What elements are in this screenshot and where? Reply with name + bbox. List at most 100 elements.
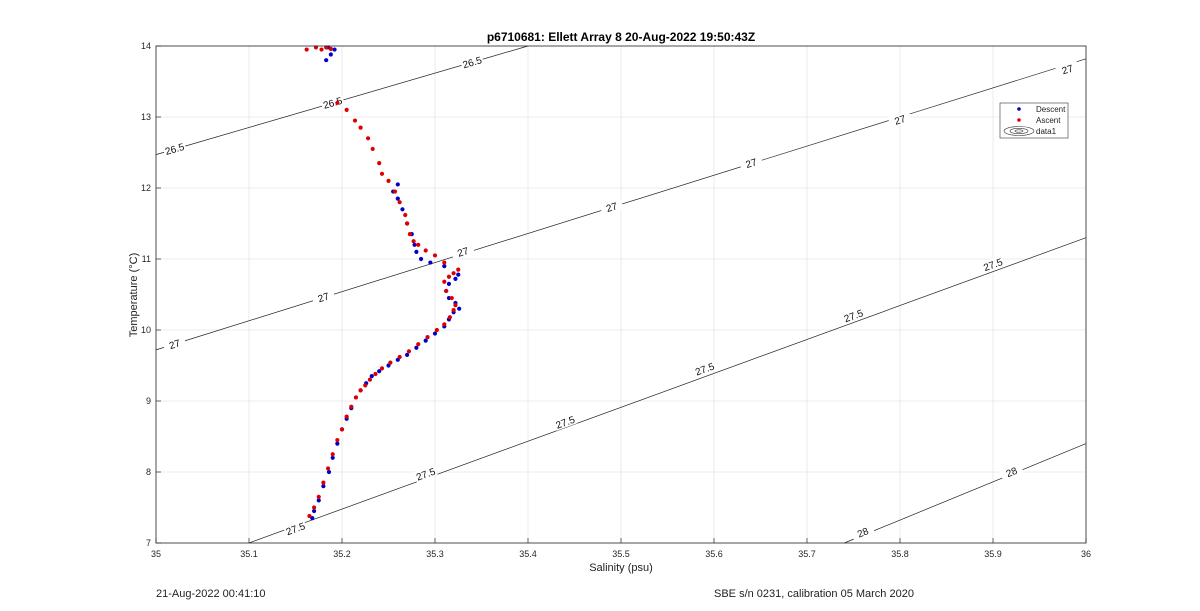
contour-label-text: 27	[605, 201, 619, 215]
descent-point	[332, 47, 337, 52]
ascent-point	[397, 354, 402, 360]
contour-label-background	[283, 519, 308, 538]
ascent-point	[335, 437, 340, 443]
ascent-point	[379, 171, 385, 176]
contour-label-text: 26.5	[164, 142, 186, 158]
x-tick-label: 36	[1081, 549, 1091, 559]
ascent-point	[425, 335, 430, 340]
descent-point	[405, 352, 410, 357]
legend-data1-contour-icon	[1003, 126, 1035, 136]
contour-label-text: 27	[317, 291, 331, 305]
ascent-point	[442, 322, 447, 327]
descent-point	[456, 272, 461, 277]
descent-point	[395, 182, 400, 187]
descent-point	[321, 484, 326, 489]
descent-point	[428, 260, 433, 265]
contour-label: 27	[599, 198, 624, 216]
y-tick-label: 14	[141, 41, 151, 51]
ascent-point	[319, 47, 324, 52]
ascent-point	[447, 315, 452, 320]
ascent-point	[365, 136, 371, 141]
ascent-point	[328, 46, 333, 51]
descent-point	[324, 58, 329, 63]
ascent-point	[312, 505, 317, 510]
contour-label-text: 27	[745, 157, 759, 171]
descent-point	[377, 369, 382, 374]
x-axis-label: Salinity (psu)	[589, 562, 653, 574]
density-contours: 26.526.526.52727272727272727.527.527.527…	[155, 45, 1087, 544]
descent-point	[453, 276, 458, 281]
contour-label-background	[459, 53, 485, 71]
contour-label-background	[162, 140, 187, 157]
ascent-point	[411, 239, 416, 244]
descent-point	[330, 455, 335, 460]
legend-data1-label: data1	[1036, 127, 1057, 136]
contour-label-background	[450, 242, 475, 260]
contour-label-background	[887, 110, 912, 128]
ascent-point	[397, 200, 402, 205]
contour-label-background	[980, 255, 1006, 274]
chart-title: p6710681: Ellett Array 8 20-Aug-2022 19:…	[487, 30, 755, 44]
ascent-point	[373, 371, 378, 377]
descent-point	[412, 242, 417, 247]
contour-label: 27	[450, 242, 475, 260]
contour-label: 27	[887, 110, 912, 128]
ascent-point	[446, 274, 452, 279]
descent-point	[457, 306, 462, 311]
ascent-point	[406, 349, 412, 354]
contour-label-text: 27	[456, 246, 470, 260]
footer-timestamp: 21-Aug-2022 00:41:10	[156, 588, 266, 600]
ascent-point	[451, 308, 456, 313]
x-tick-label: 35.3	[426, 549, 444, 559]
contour-label-text: 27	[893, 114, 907, 128]
ascent-point	[367, 377, 372, 382]
descent-point	[423, 338, 428, 343]
y-tick-label: 12	[141, 183, 151, 193]
descent-point	[432, 331, 438, 336]
descent-point	[328, 52, 333, 57]
contour-label: 28	[850, 522, 875, 542]
y-tick-label: 8	[146, 467, 151, 477]
contour-label: 27	[1055, 60, 1080, 78]
descent-point	[312, 508, 317, 514]
ascent-point	[388, 360, 393, 365]
contour-label-background	[999, 462, 1024, 481]
contour-label: 28	[999, 462, 1024, 481]
descent-point	[326, 469, 332, 475]
descent-point	[446, 281, 452, 286]
contour-label-background	[1055, 60, 1080, 78]
contour-label-background	[841, 306, 866, 325]
ascent-point	[370, 146, 375, 152]
y-tick-label: 10	[141, 325, 151, 335]
x-tick-label: 35.5	[612, 549, 630, 559]
contour-line-27.5	[248, 237, 1087, 544]
descent-point	[414, 345, 419, 350]
ascent-point	[434, 327, 439, 333]
ascent-point	[416, 242, 421, 247]
y-tick-label: 13	[141, 112, 151, 122]
descent-point	[369, 374, 374, 379]
ascent-point	[379, 366, 385, 371]
ascent-point	[456, 267, 461, 272]
ascent-point	[321, 480, 326, 485]
ascent-point	[416, 342, 421, 347]
contour-label-background	[738, 154, 764, 172]
contour-label-background	[320, 93, 345, 111]
ascent-point	[407, 232, 412, 237]
ascent-point	[405, 221, 410, 226]
contour-label-background	[692, 359, 717, 378]
contour-label: 27	[162, 335, 187, 353]
x-tick-label: 35.2	[333, 549, 351, 559]
ascent-point	[442, 260, 447, 265]
contour-label: 26.5	[320, 93, 345, 112]
ascent-point	[316, 494, 321, 499]
contour-label-background	[850, 522, 875, 542]
contour-label-background	[599, 198, 624, 216]
contour-label-text: 28	[1005, 466, 1020, 481]
y-tick-label: 9	[146, 396, 151, 406]
descent-point	[418, 256, 424, 262]
footer-calibration: SBE s/n 0231, calibration 05 March 2020	[714, 588, 914, 600]
ascent-point	[386, 178, 391, 183]
ascent-point	[363, 383, 368, 388]
